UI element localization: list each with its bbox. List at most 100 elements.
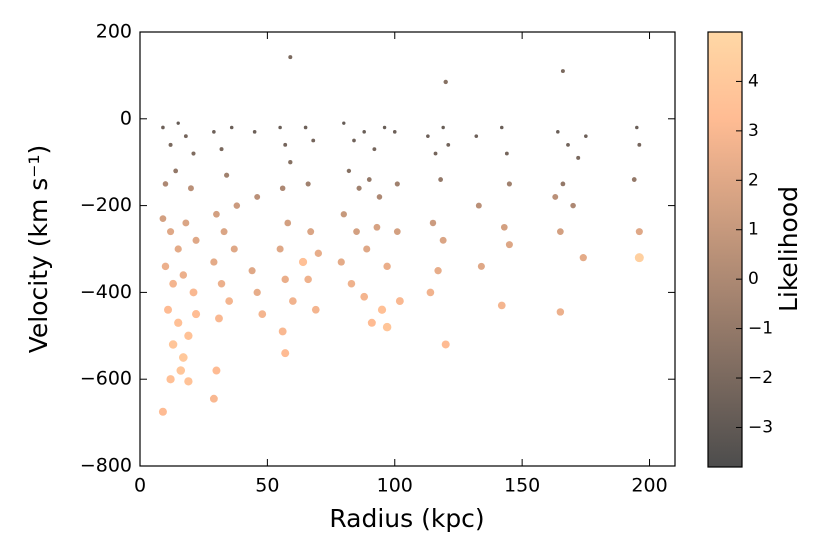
point — [161, 262, 170, 271]
point — [212, 130, 216, 134]
x-tick-label: 200 — [631, 475, 667, 497]
point — [552, 193, 559, 200]
point — [367, 318, 376, 327]
point — [283, 142, 288, 147]
point — [212, 366, 221, 375]
point — [184, 377, 193, 386]
point — [230, 245, 238, 253]
point — [311, 138, 316, 143]
point — [443, 79, 448, 85]
point — [288, 160, 293, 165]
point — [220, 228, 228, 236]
point — [360, 292, 369, 301]
point — [426, 134, 430, 138]
point — [176, 121, 180, 125]
point — [362, 130, 366, 134]
point — [166, 375, 175, 384]
point — [566, 142, 570, 147]
y-axis-label: Velocity (km s⁻¹) — [24, 145, 53, 354]
point — [168, 142, 173, 147]
point — [560, 181, 566, 187]
point — [176, 366, 186, 375]
point — [352, 138, 356, 143]
point — [441, 125, 445, 130]
point — [631, 177, 637, 182]
colorbar-label: Likelihood — [774, 186, 803, 312]
y-tick-label: −200 — [80, 194, 132, 216]
point — [311, 305, 320, 314]
point — [635, 228, 643, 236]
point — [637, 142, 642, 147]
point — [392, 130, 397, 134]
point — [192, 310, 201, 319]
point — [178, 353, 188, 362]
point — [377, 305, 387, 314]
point — [161, 125, 165, 130]
point — [162, 181, 169, 187]
point — [477, 262, 485, 270]
point — [356, 185, 362, 191]
point — [439, 236, 447, 244]
point — [634, 253, 644, 263]
point — [314, 249, 322, 257]
y-tick-label: −400 — [80, 281, 132, 303]
point — [167, 228, 175, 236]
y-tick-label: 200 — [96, 21, 132, 43]
point — [187, 185, 194, 192]
point — [307, 228, 315, 236]
point — [504, 151, 509, 156]
point — [182, 219, 190, 227]
colorbar-tick-label: −1 — [748, 319, 773, 339]
point — [383, 262, 391, 271]
point — [560, 69, 565, 74]
point — [215, 314, 223, 323]
point — [635, 125, 639, 130]
point — [209, 394, 218, 403]
point — [353, 228, 360, 235]
point — [253, 288, 261, 297]
colorbar-tick-label: 3 — [748, 121, 759, 141]
colorbar-tick-label: 0 — [748, 269, 759, 289]
x-tick-label: 0 — [134, 475, 146, 497]
point — [340, 211, 347, 218]
x-axis-label: Radius (kpc) — [329, 504, 484, 533]
point — [376, 194, 383, 200]
point — [217, 279, 226, 288]
point — [254, 193, 261, 200]
point — [173, 168, 179, 174]
point — [500, 223, 508, 231]
point — [366, 177, 372, 182]
point — [191, 151, 196, 156]
point — [499, 125, 504, 130]
point — [289, 297, 297, 305]
colorbar-tick-label: −3 — [748, 417, 773, 437]
point — [363, 245, 371, 253]
point — [393, 228, 401, 235]
colorbar — [707, 31, 743, 468]
point — [179, 271, 188, 279]
point — [158, 407, 167, 416]
point — [373, 223, 381, 231]
point — [576, 155, 581, 160]
point — [556, 308, 565, 316]
point — [219, 147, 224, 152]
colorbar-tick-label: 2 — [748, 170, 759, 190]
point — [579, 254, 587, 262]
point — [438, 177, 444, 182]
point — [433, 151, 438, 156]
point — [276, 245, 284, 253]
point — [372, 147, 377, 152]
point — [183, 134, 188, 139]
point — [189, 288, 198, 297]
colorbar-tick-label: −2 — [748, 368, 773, 388]
point — [395, 297, 404, 306]
point — [174, 318, 183, 327]
point — [475, 202, 482, 209]
point — [570, 202, 576, 209]
point — [305, 181, 311, 187]
point — [174, 245, 182, 253]
point — [159, 215, 167, 222]
point — [584, 134, 588, 138]
point — [169, 279, 177, 288]
point — [303, 125, 308, 130]
